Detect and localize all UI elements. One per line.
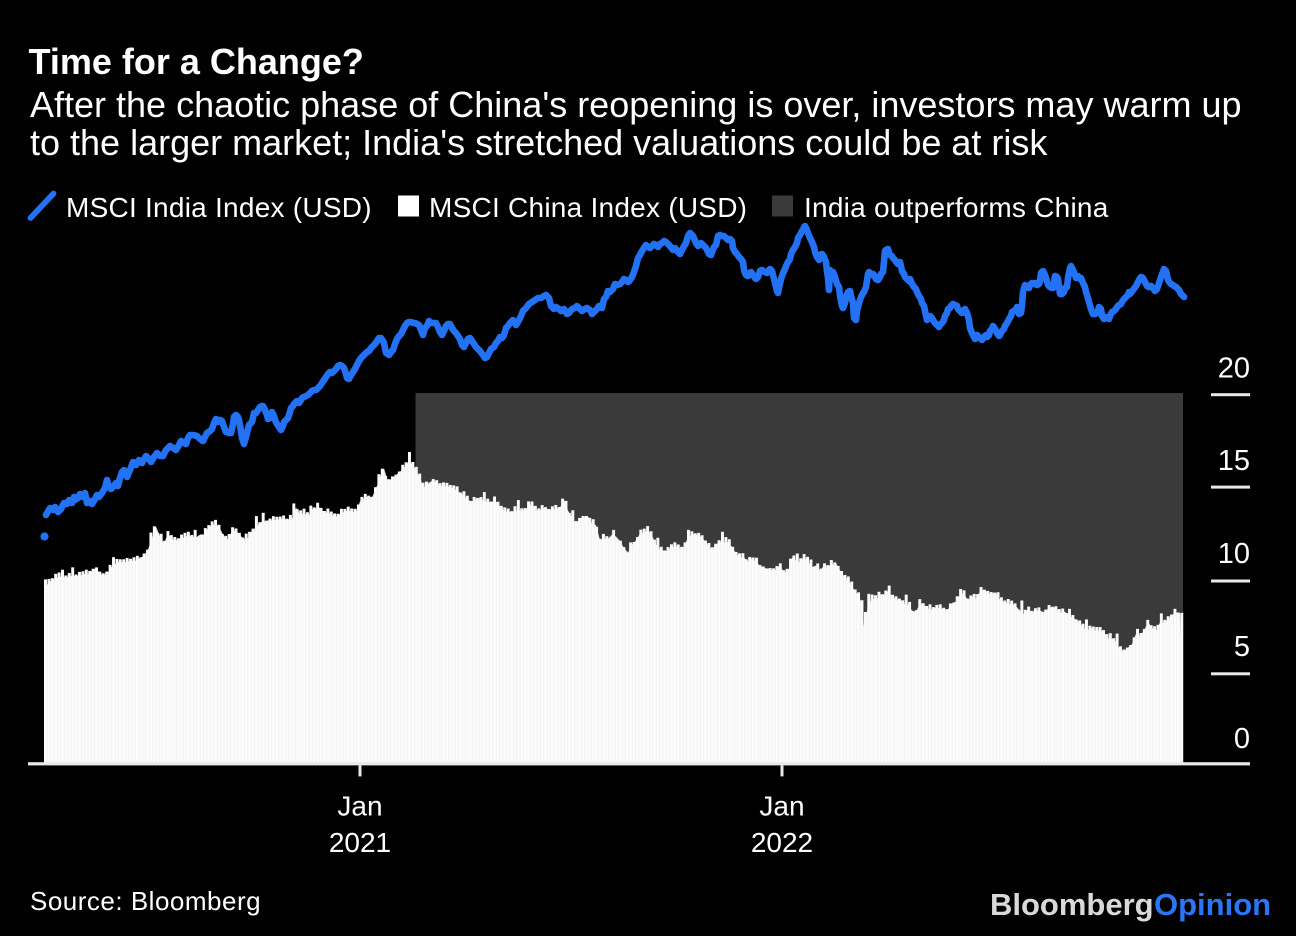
svg-text:Time for a Change?: Time for a Change? bbox=[29, 41, 364, 82]
svg-text:2021: 2021 bbox=[329, 827, 391, 858]
svg-text:Bloomberg: Bloomberg bbox=[990, 887, 1154, 922]
svg-text:Jan: Jan bbox=[337, 791, 382, 822]
svg-text:20: 20 bbox=[1218, 353, 1250, 385]
svg-text:15: 15 bbox=[1218, 445, 1250, 477]
svg-text:Jan: Jan bbox=[759, 791, 804, 822]
svg-text:2022: 2022 bbox=[751, 827, 813, 858]
svg-text:India outperforms China: India outperforms China bbox=[804, 192, 1109, 223]
svg-text:After the chaotic phase of Chi: After the chaotic phase of China's reope… bbox=[30, 84, 1241, 125]
svg-text:5: 5 bbox=[1234, 631, 1250, 663]
svg-text:10: 10 bbox=[1218, 538, 1250, 570]
svg-text:MSCI India Index (USD): MSCI India Index (USD) bbox=[66, 192, 372, 223]
svg-text:0: 0 bbox=[1234, 723, 1250, 755]
svg-text:Opinion: Opinion bbox=[1154, 887, 1271, 922]
svg-text:Source: Bloomberg: Source: Bloomberg bbox=[30, 886, 261, 916]
svg-text:MSCI China Index (USD): MSCI China Index (USD) bbox=[429, 192, 747, 223]
svg-text:to the larger market; India's: to the larger market; India's stretched … bbox=[30, 122, 1048, 163]
